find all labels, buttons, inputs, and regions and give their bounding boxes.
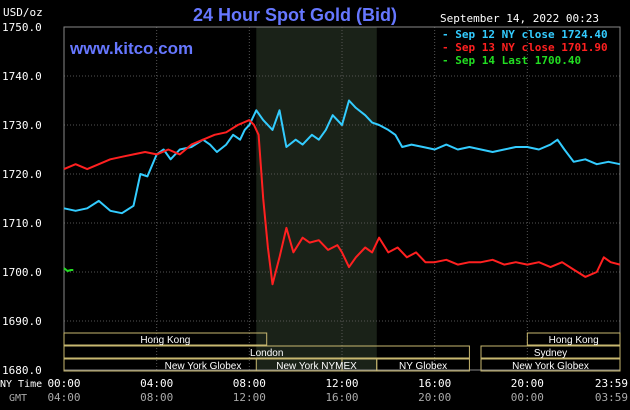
x-tick-label-ny: 23:59 xyxy=(595,377,628,390)
session-box xyxy=(63,332,268,346)
x-tick-label-gmt: 20:00 xyxy=(418,391,451,404)
market-hours-band xyxy=(256,27,377,370)
x-tick-label-ny: 16:00 xyxy=(418,377,451,390)
legend-entry: - Sep 12 NY close 1724.40 xyxy=(442,28,608,41)
session-label: Hong Kong xyxy=(140,335,190,346)
series-line-2 xyxy=(63,119,621,286)
x-tick-label-gmt: 00:00 xyxy=(511,391,544,404)
session-box xyxy=(376,358,470,372)
y-tick-label: 1720.0 xyxy=(2,168,42,181)
y-tick-label: 1740.0 xyxy=(2,70,42,83)
y-tick-label: 1700.0 xyxy=(2,266,42,279)
session-box xyxy=(480,358,621,372)
chart-title: 24 Hour Spot Gold (Bid) xyxy=(193,5,397,25)
session-label: NY Globex xyxy=(399,361,447,372)
unit-label: USD/oz xyxy=(3,6,43,19)
x-tick-label-ny: 20:00 xyxy=(511,377,544,390)
session-label: New York Globex xyxy=(165,361,242,372)
ny-time-label: NY Time xyxy=(0,379,42,390)
session-label: London xyxy=(250,348,283,359)
session-label: New York Globex xyxy=(512,361,589,372)
legend-entry: - Sep 14 Last 1700.40 xyxy=(442,54,581,67)
x-tick-label-gmt: 03:59 xyxy=(595,391,628,404)
session-box xyxy=(526,332,621,346)
x-tick-label-gmt: 12:00 xyxy=(233,391,266,404)
plot-area: 1680.0 1690.0 1700.0 1710.0 1720.0 1730.0 1740… xyxy=(2,21,628,404)
x-tick-label-ny: 00:00 xyxy=(47,377,80,390)
session-box xyxy=(63,345,470,359)
legend-entry: - Sep 13 NY close 1701.90 xyxy=(442,41,608,54)
gmt-label: GMT xyxy=(9,393,27,404)
website-label: www.kitco.com xyxy=(69,39,193,58)
x-tick-label-ny: 12:00 xyxy=(325,377,358,390)
x-tick-label-ny: 04:00 xyxy=(140,377,173,390)
y-tick-label: 1730.0 xyxy=(2,119,42,132)
y-tick-label: 1750.0 xyxy=(2,21,42,34)
session-box xyxy=(480,345,621,359)
session-label: New York NYMEX xyxy=(276,361,357,372)
x-tick-label-gmt: 16:00 xyxy=(325,391,358,404)
session-label: Hong Kong xyxy=(549,335,599,346)
legend: - Sep 12 NY close 1724.40- Sep 13 NY clo… xyxy=(442,28,608,67)
session-label: Sydney xyxy=(534,348,567,359)
timestamp: September 14, 2022 00:23 xyxy=(440,12,599,25)
x-tick-label-gmt: 04:00 xyxy=(47,391,80,404)
x-tick-label-gmt: 08:00 xyxy=(140,391,173,404)
series-line-3 xyxy=(63,267,74,272)
y-tick-label: 1690.0 xyxy=(2,315,42,328)
x-tick-label-ny: 08:00 xyxy=(233,377,266,390)
session-box xyxy=(63,358,343,372)
y-tick-label: 1680.0 xyxy=(2,364,42,377)
y-tick-label: 1710.0 xyxy=(2,217,42,230)
